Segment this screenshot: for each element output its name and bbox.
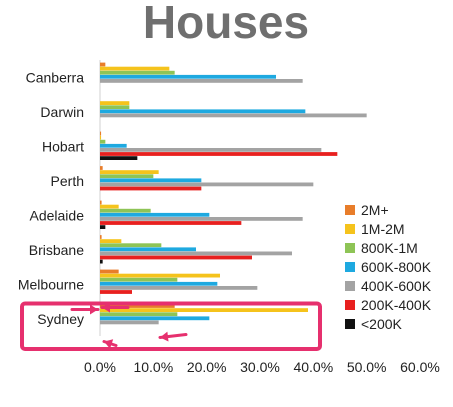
bar-brisbane-600k-800k (100, 247, 196, 252)
bar-adelaide-200k (100, 225, 106, 229)
bar-melbourne-400k-600k (100, 286, 258, 290)
bar-perth-200k-400k (100, 186, 202, 191)
bar-perth-1m-2m (100, 170, 159, 174)
legend-label-2m: 2M+ (361, 202, 389, 218)
legend-label-600k-800k: 600K-800K (361, 259, 432, 275)
bar-sydney-2m (100, 304, 175, 308)
bar-darwin-1m-2m (100, 101, 130, 105)
category-label-darwin: Darwin (40, 104, 84, 120)
legend-swatch-1m-2m (345, 224, 355, 234)
legend-label-800k-1m: 800K-1M (361, 240, 418, 256)
legend-swatch-2m (345, 205, 355, 215)
bar-perth-800k-1m (100, 174, 154, 179)
sydney-highlight (20, 301, 322, 351)
bar-brisbane-200k-400k (100, 255, 252, 260)
bar-brisbane-1m-2m (100, 239, 122, 243)
bar-adelaide-800k-1m (100, 208, 151, 213)
category-label-adelaide: Adelaide (30, 207, 85, 223)
x-tick-label: 0.0% (84, 359, 116, 375)
category-label-brisbane: Brisbane (29, 242, 84, 258)
bar-sydney-1m-2m (100, 308, 308, 312)
bar-hobart-400k-600k (100, 148, 322, 152)
legend-label-1m-2m: 1M-2M (361, 221, 405, 237)
x-tick-label: 20.0% (187, 359, 227, 375)
bar-adelaide-600k-800k (100, 212, 210, 217)
highlight-arrowhead-2 (102, 302, 110, 313)
legend-label-200k: <200K (361, 316, 403, 332)
bar-sydney-600k-800k (100, 316, 210, 321)
category-label-perth: Perth (51, 173, 84, 189)
bar-canberra-400k-600k (100, 79, 303, 83)
bar-brisbane-800k-1m (100, 243, 162, 248)
bar-perth-600k-800k (100, 178, 202, 183)
bar-melbourne-2m (100, 269, 119, 274)
bar-perth-400k-600k (100, 182, 314, 187)
bar-melbourne-800k-1m (100, 277, 178, 282)
bar-hobart-600k-800k (100, 143, 127, 148)
category-label-canberra: Canberra (26, 69, 85, 85)
bar-hobart-200k-400k (100, 152, 338, 156)
bar-melbourne-200k-400k (100, 290, 132, 294)
bar-adelaide-1m-2m (100, 204, 119, 209)
x-tick-labels: 0.0% 10.0% 20.0% 30.0% 40.0% 50.0% 60.0% (84, 359, 440, 375)
x-tick-label: 40.0% (293, 359, 333, 375)
bar-brisbane-400k-600k (100, 251, 292, 256)
bar-darwin-600k-800k (100, 109, 306, 114)
legend-swatch-400k-600k (345, 281, 355, 291)
legend-label-200k-400k: 200K-400K (361, 297, 432, 313)
bar-hobart-1m-2m (100, 135, 102, 140)
legend-swatch-800k-1m (345, 243, 355, 253)
legend-label-400k-600k: 400K-600K (361, 278, 432, 294)
legend-swatch-200k-400k (345, 300, 355, 310)
bar-canberra-600k-800k (100, 74, 276, 79)
bar-melbourne-1m-2m (100, 273, 220, 278)
bar-brisbane-200k (100, 259, 103, 264)
legend: 2M+ 1M-2M 800K-1M 600K-800K 400K-600K 200K-40… (345, 202, 432, 332)
bar-sydney-400k-600k (100, 320, 159, 325)
category-label-melbourne: Melbourne (18, 276, 84, 292)
bar-adelaide-200k-400k (100, 221, 242, 225)
bar-canberra-2m (100, 62, 106, 67)
highlight-arrowhead-1 (90, 304, 98, 315)
bar-canberra-1m-2m (100, 66, 170, 71)
bar-adelaide-2m (100, 200, 102, 205)
highlight-box (20, 301, 322, 351)
highlight-arrowhead-3 (160, 331, 169, 342)
legend-swatch-200k (345, 319, 355, 329)
bar-hobart-2m (100, 131, 102, 136)
bar-hobart-200k (100, 156, 138, 160)
category-label-sydney: Sydney (37, 311, 84, 327)
bar-melbourne-600k-800k (100, 281, 218, 286)
bar-canberra-800k-1m (100, 70, 175, 75)
category-label-hobart: Hobart (42, 138, 84, 154)
bar-series-group (100, 62, 367, 325)
x-tick-label: 30.0% (240, 359, 280, 375)
bar-perth-2m (100, 166, 103, 170)
bar-hobart-800k-1m (100, 139, 106, 144)
bar-adelaide-400k-600k (100, 217, 303, 221)
chart-title: Houses (143, 0, 309, 48)
category-labels: Canberra Darwin Hobart Perth Adelaide Brisban… (18, 69, 84, 327)
bar-sydney-800k-1m (100, 312, 178, 317)
highlight-arrowhead-4 (104, 339, 114, 349)
bar-brisbane-2m (100, 235, 102, 239)
x-tick-label: 60.0% (400, 359, 440, 375)
bar-darwin-800k-1m (100, 105, 130, 110)
bar-darwin-400k-600k (100, 113, 367, 118)
x-tick-label: 10.0% (133, 359, 173, 375)
x-tick-label: 50.0% (347, 359, 387, 375)
legend-swatch-600k-800k (345, 262, 355, 272)
